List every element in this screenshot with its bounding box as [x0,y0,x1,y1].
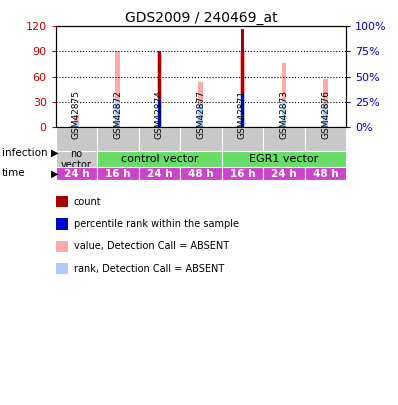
Bar [240,51,245,127]
Bar [240,94,245,127]
Bar [180,127,222,151]
Bar [115,51,121,127]
Bar [199,104,203,127]
Text: GSM42876: GSM42876 [321,90,330,139]
Bar [305,127,346,151]
Text: 16 h: 16 h [105,169,131,179]
Bar [97,151,222,167]
Bar [323,79,328,127]
Text: GSM42875: GSM42875 [72,90,81,139]
Text: percentile rank within the sample: percentile rank within the sample [74,219,239,229]
Text: GSM42872: GSM42872 [113,90,123,139]
Bar [97,127,139,151]
Bar [263,167,305,180]
Text: GSM42874: GSM42874 [155,90,164,139]
Text: value, Detection Call = ABSENT: value, Detection Call = ABSENT [74,241,229,251]
Text: 48 h: 48 h [188,169,214,179]
Bar [115,99,121,127]
Bar [139,127,180,151]
Bar [139,167,180,180]
Text: 24 h: 24 h [147,169,172,179]
Bar [158,51,161,127]
Text: ▶: ▶ [51,168,58,178]
Bar [74,115,79,127]
Bar [281,63,287,127]
Bar [199,82,203,127]
Bar [222,151,346,167]
Text: ▶: ▶ [51,148,58,158]
Text: 48 h: 48 h [313,169,338,179]
Bar [157,99,162,127]
Bar [97,167,139,180]
Bar [263,127,305,151]
Bar [281,102,287,127]
Text: rank, Detection Call = ABSENT: rank, Detection Call = ABSENT [74,264,224,273]
Text: GSM42877: GSM42877 [197,90,205,139]
Bar [157,51,162,127]
Text: EGR1 vector: EGR1 vector [250,154,319,164]
Text: 24 h: 24 h [64,169,89,179]
Bar [74,121,79,127]
Bar [241,94,244,127]
Bar [305,167,346,180]
Bar [323,105,328,127]
Text: GSM42871: GSM42871 [238,90,247,139]
Title: GDS2009 / 240469_at: GDS2009 / 240469_at [125,11,277,25]
Text: infection: infection [2,148,48,158]
Bar [222,167,263,180]
Text: GSM42873: GSM42873 [279,90,289,139]
Text: no
vector: no vector [61,149,92,170]
Text: 16 h: 16 h [230,169,255,179]
Bar [158,100,161,127]
Bar [56,151,97,167]
Text: control vector: control vector [121,154,198,164]
Text: time: time [2,168,25,178]
Bar [56,127,97,151]
Bar [180,167,222,180]
Text: count: count [74,197,101,207]
Text: 24 h: 24 h [271,169,297,179]
Bar [241,29,244,127]
Bar [222,127,263,151]
Bar [56,167,97,180]
